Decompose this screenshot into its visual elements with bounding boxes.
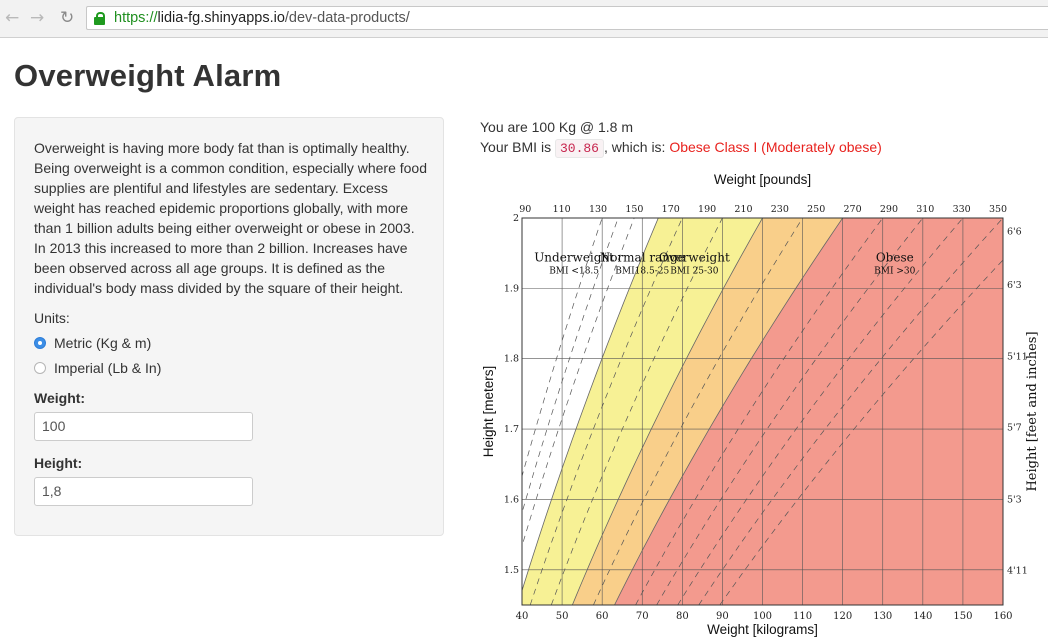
forward-arrow-icon[interactable]: → [30,8,45,28]
bmi-zone-area [572,218,843,605]
url-scheme: https:// [114,10,158,26]
y-tick-label: 1.9 [504,283,519,294]
unit-option-metric[interactable]: Metric (Kg & m) [34,335,151,351]
description-text: Overweight is having more body fat than … [34,140,427,296]
bmi-dashed-line [593,218,803,605]
height-label: Height: [34,455,83,471]
reload-icon[interactable]: ↻ [60,8,75,28]
y-tick-label: 1.7 [504,424,519,435]
url-path: /dev-data-products/ [284,10,410,26]
unit-option-label: Metric (Kg & m) [54,335,152,351]
bmi-dashed-line [550,218,723,605]
bmi-dashed-line [529,218,683,605]
top-tick-label: 330 [953,204,971,215]
y-tick-label: 1.8 [504,354,519,365]
x-tick-label: 80 [676,611,689,622]
bmi-result: Your BMI is 30.86, which is: Obese Class… [480,139,882,158]
zone-label: Overweight [659,250,730,264]
y-tick-label: 2 [513,213,519,224]
top-tick-label: 270 [843,204,861,215]
weight-height-summary: You are 100 Kg @ 1.8 m [480,119,634,135]
unit-option-imperial[interactable]: Imperial (Lb & In) [34,360,161,376]
page-title: Overweight Alarm [14,58,282,93]
right-tick-label: 6'3 [1007,280,1022,291]
url-text[interactable]: https://lidia-fg.shinyapps.io/dev-data-p… [114,10,410,26]
top-tick-label: 110 [553,204,571,215]
x-axis-title: Weight [kilograms] [707,622,818,637]
top-tick-label: 210 [734,204,752,215]
top-tick-label: 310 [916,204,934,215]
top-tick-label: 90 [519,204,531,215]
top-tick-label: 230 [771,204,789,215]
x-tick-label: 160 [993,611,1012,622]
x-tick-label: 140 [913,611,932,622]
x-tick-label: 100 [753,611,772,622]
bmi-zone-area [522,218,659,591]
top-tick-label: 190 [698,204,716,215]
right-tick-label: 4'11 [1007,566,1028,577]
bmi-boundary-line [522,218,659,592]
y-tick-label: 1.5 [504,565,519,576]
address-bar[interactable]: https://lidia-fg.shinyapps.io/dev-data-p… [86,6,1048,30]
top-tick-label: 130 [589,204,607,215]
y-axis-title: Height [meters] [481,366,496,458]
zone-label: Underweight [534,250,614,264]
bmi-dashed-line [656,218,924,605]
url-host: lidia-fg.shinyapps.io [157,10,285,26]
zone-range-label: BMI 25-30 [670,266,718,276]
right-tick-label: 5'3 [1007,494,1022,505]
bmi-dashed-line [522,218,619,515]
radio-imperial[interactable] [34,362,46,374]
x-tick-label: 130 [873,611,892,622]
right-tick-label: 5'7 [1007,423,1022,434]
units-label: Units: [34,310,70,326]
back-arrow-icon[interactable]: ← [5,8,20,28]
top-tick-label: 350 [989,204,1007,215]
top-tick-label: 250 [807,204,825,215]
x-tick-label: 40 [516,611,529,622]
plot-frame [521,217,1004,606]
y-tick-label: 1.6 [504,494,519,505]
zone-label: Normal range [600,250,685,264]
x-tick-label: 110 [793,611,812,622]
bmi-prefix: Your BMI is [480,139,555,155]
bmi-dashed-line [719,259,1003,605]
lock-icon [94,12,105,25]
x-tick-label: 70 [636,611,649,622]
x-tick-label: 60 [596,611,609,622]
bmi-boundary-line [571,218,763,605]
chart-top-title: Weight [pounds] [714,172,811,187]
bmi-middle: , which is: [603,139,670,155]
x-tick-label: 150 [953,611,972,622]
bmi-dashed-line [635,218,884,605]
top-tick-label: 290 [880,204,898,215]
zone-range-label: BMI >30 [874,266,916,276]
browser-toolbar: ← → ↻ https://lidia-fg.shinyapps.io/dev-… [0,0,1048,38]
radio-metric[interactable] [34,337,46,349]
right-tick-label: 6'6 [1007,226,1022,237]
bmi-value: 30.86 [554,139,604,158]
zone-label: Obese [876,250,914,264]
bmi-dashed-line [522,218,603,478]
right-tick-label: 5'11 [1007,352,1028,363]
bmi-boundary-line [614,218,843,605]
bmi-dashed-line [677,218,964,605]
unit-option-label: Imperial (Lb & In) [54,360,162,376]
top-tick-label: 170 [662,204,680,215]
height-input[interactable]: 1,8 [34,477,253,506]
sidebar-panel: Overweight is having more body fat than … [14,117,444,536]
weight-input[interactable]: 100 [34,412,253,441]
x-tick-label: 120 [833,611,852,622]
x-tick-label: 90 [716,611,729,622]
y2-axis-title: Height [feet and inches] [1025,331,1040,491]
x-tick-label: 50 [556,611,569,622]
bmi-class: Obese Class I (Moderately obese) [669,139,882,155]
top-tick-label: 150 [625,204,643,215]
weight-label: Weight: [34,390,86,406]
bmi-dashed-line [522,218,635,548]
zone-range-label: BMI <18.5 [549,266,599,276]
zone-range-label: BMI18.5-25 [615,266,669,276]
bmi-dashed-line [698,218,1003,605]
